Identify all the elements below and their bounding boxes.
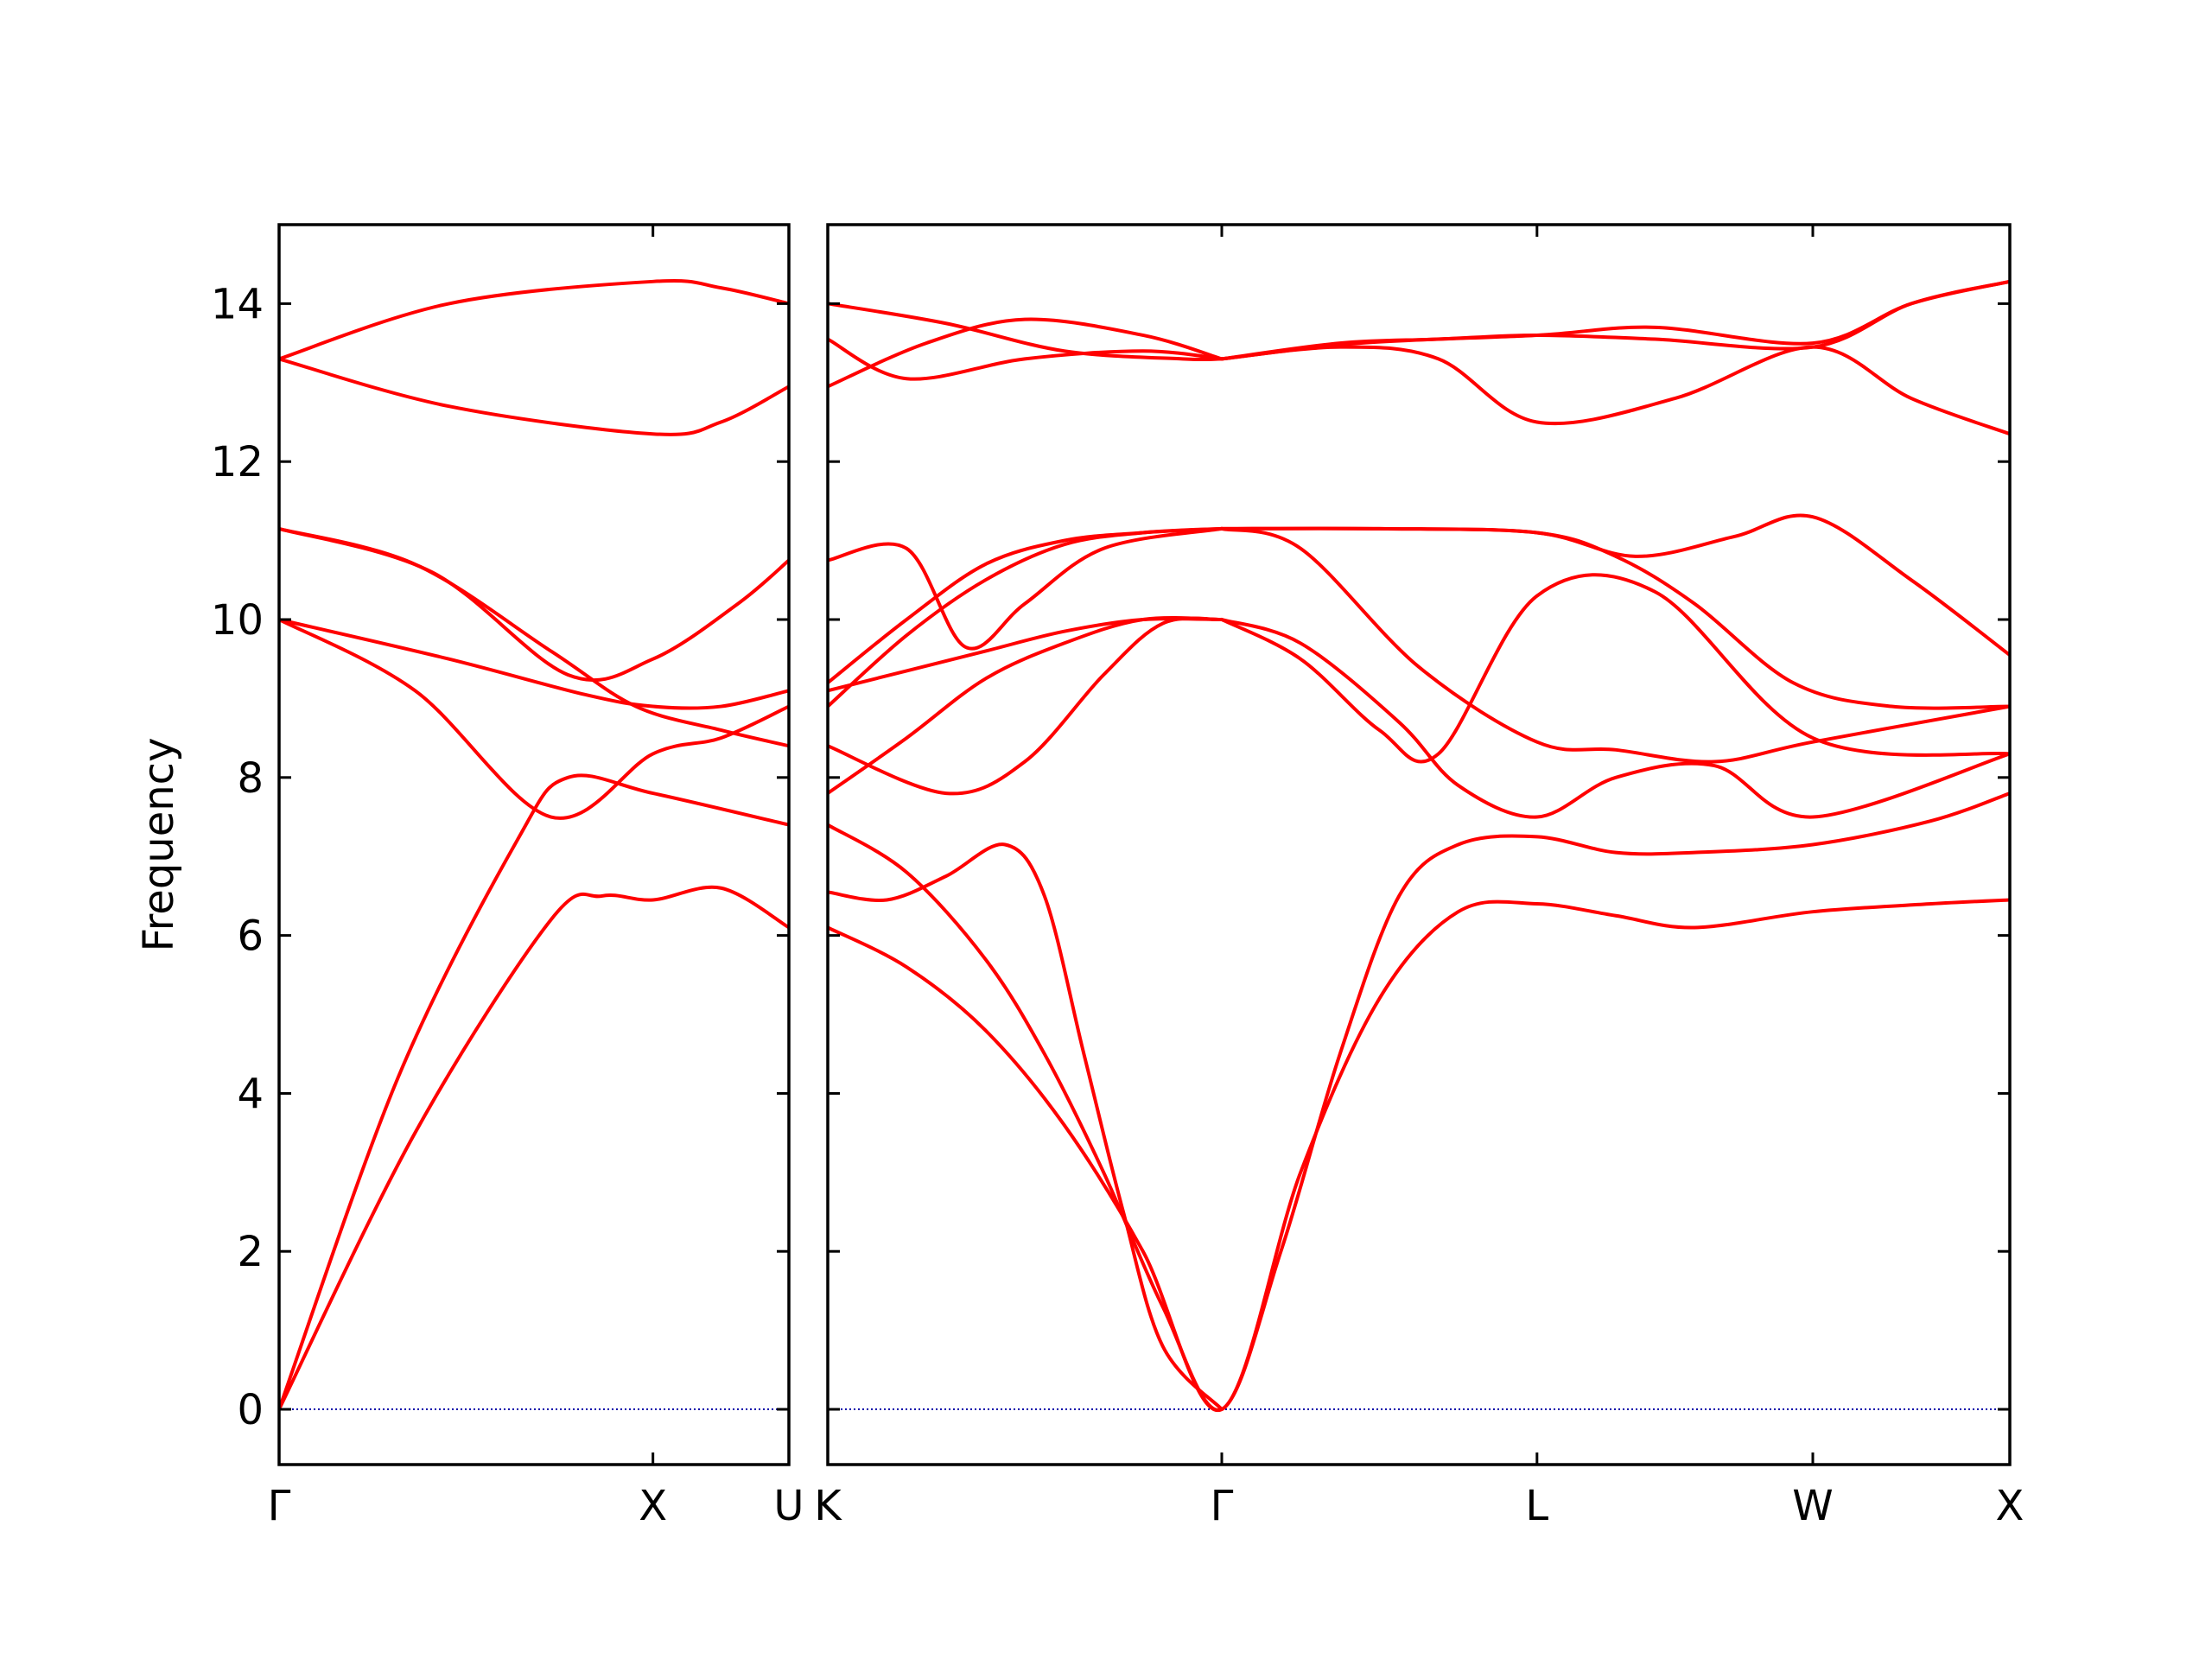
y-tick-label: 2 — [237, 1228, 264, 1276]
y-tick-label: 0 — [237, 1386, 264, 1434]
band-line-10 — [1220, 618, 2010, 819]
x-tick-label: X — [1996, 1482, 2024, 1530]
x-tick-label: K — [814, 1482, 842, 1530]
x-tick-label: Γ — [1211, 1482, 1234, 1530]
band-line-15 — [828, 337, 1224, 381]
band-line-16 — [828, 317, 1224, 389]
x-tick-label: W — [1792, 1482, 1833, 1530]
band-line-1 — [279, 773, 789, 1412]
band-line-9 — [828, 526, 1224, 685]
band-line-17 — [828, 302, 1224, 362]
y-axis-title: Frequency — [135, 738, 183, 952]
band-line-18 — [1220, 345, 2010, 436]
band-line-5 — [828, 616, 1224, 796]
panel-frame — [826, 223, 2012, 1466]
x-tick-label: U — [773, 1482, 804, 1530]
band-line-6 — [828, 617, 1224, 693]
y-tick-label: 14 — [211, 280, 264, 328]
x-tick-label: Γ — [268, 1482, 291, 1530]
x-tick-label: L — [1525, 1482, 1548, 1530]
band-line-12 — [1220, 526, 2010, 764]
band-line-2 — [279, 885, 789, 1412]
band-line-3 — [279, 618, 789, 820]
panel-left: Γ X U 0 2 4 6 8 10 12 14 — [211, 223, 804, 1530]
band-line-20 — [1220, 279, 2010, 361]
band-group — [828, 279, 2010, 1413]
band-line-3 — [828, 842, 1224, 1412]
y-tick-label: 4 — [237, 1070, 264, 1118]
band-line-4 — [828, 615, 1224, 796]
panel-frame — [277, 223, 791, 1466]
band-group — [279, 278, 789, 1412]
band-line-11 — [1220, 573, 2010, 764]
band-line-14 — [1220, 513, 2010, 658]
y-tick-label: 6 — [237, 912, 264, 961]
y-tick-label: 12 — [211, 438, 264, 486]
band-line-8 — [828, 526, 1224, 651]
y-tick-label: 10 — [211, 596, 264, 645]
band-line-6 — [279, 526, 789, 748]
band-line-7 — [279, 357, 789, 436]
band-line-8 — [279, 278, 789, 361]
band-line-1 — [828, 898, 2010, 1413]
band-line-4 — [279, 618, 789, 710]
x-tick-label: X — [639, 1482, 667, 1530]
y-tick-label: 8 — [237, 754, 264, 803]
band-line-2 — [828, 791, 2010, 1412]
